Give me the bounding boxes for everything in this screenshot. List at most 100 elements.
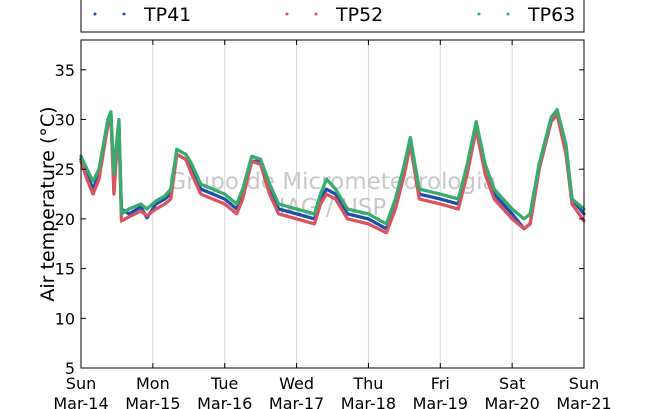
data-point-tp63 xyxy=(127,207,131,211)
data-point-tp52 xyxy=(91,192,95,196)
data-point-tp63 xyxy=(492,187,496,191)
data-point-tp52 xyxy=(456,207,460,211)
data-point-tp63 xyxy=(483,162,487,166)
plot-frame xyxy=(80,39,585,369)
data-point-tp63 xyxy=(438,192,442,196)
x-tick-label-day: Tue xyxy=(210,374,238,393)
legend-label: TP63 xyxy=(527,4,575,26)
legend-item-tp41: TP41 xyxy=(93,4,191,26)
series-tp63-trace xyxy=(79,107,586,226)
data-point-tp41 xyxy=(325,187,328,191)
data-point-tp63 xyxy=(235,202,239,206)
data-point-tp52 xyxy=(295,217,299,221)
y-tick-label: 5 xyxy=(65,359,75,378)
data-point-tp63 xyxy=(393,197,397,201)
data-point-tp63 xyxy=(97,167,101,171)
data-point-tp52 xyxy=(85,177,89,181)
y-tick-label: 35 xyxy=(55,61,75,80)
data-point-tp63 xyxy=(474,120,478,123)
data-point-tp63 xyxy=(119,212,123,216)
data-point-tp63 xyxy=(417,187,421,191)
data-point-tp63 xyxy=(564,142,568,146)
x-tick-label-day: Wed xyxy=(279,374,314,393)
data-point-tp63 xyxy=(555,108,559,112)
legend-marker xyxy=(93,12,97,16)
data-point-tp52 xyxy=(313,222,316,226)
data-point-tp63 xyxy=(456,197,460,201)
data-point-tp63 xyxy=(366,212,370,216)
data-point-tp52 xyxy=(438,202,442,206)
data-point-tp63 xyxy=(190,162,194,166)
data-point-tp63 xyxy=(570,197,574,201)
x-tick-label-date: Mar-16 xyxy=(197,394,252,409)
data-point-tp63 xyxy=(277,202,281,206)
legend-frame xyxy=(80,0,585,33)
data-point-tp52 xyxy=(241,197,245,201)
data-point-tp52 xyxy=(112,192,116,196)
data-point-tp52 xyxy=(223,202,227,206)
data-point-tp52 xyxy=(325,192,328,196)
data-point-tp63 xyxy=(223,192,227,196)
data-point-tp52 xyxy=(528,222,532,226)
y-tick-label: 15 xyxy=(55,260,75,279)
data-point-tp63 xyxy=(319,192,322,196)
legend-item-tp52: TP52 xyxy=(285,4,383,26)
data-point-tp63 xyxy=(106,118,110,121)
y-tick-label: 10 xyxy=(55,309,75,328)
x-tick-label-date: Mar-19 xyxy=(413,394,468,409)
data-point-tp52 xyxy=(154,207,158,211)
data-point-tp63 xyxy=(537,162,541,166)
data-point-tp52 xyxy=(366,222,370,226)
legend-marker xyxy=(477,12,481,16)
data-point-tp52 xyxy=(417,197,421,201)
data-point-tp52 xyxy=(277,212,281,216)
data-point-tp63 xyxy=(313,212,316,216)
data-point-tp63 xyxy=(465,162,469,166)
data-point-tp63 xyxy=(91,179,95,183)
y-tick-label: 30 xyxy=(55,111,75,130)
x-tick-label-day: Sat xyxy=(499,374,525,393)
data-point-tp63 xyxy=(112,172,116,176)
legend-marker xyxy=(506,12,510,16)
data-point-tp63 xyxy=(408,135,412,139)
data-point-tp63 xyxy=(346,207,349,211)
x-tick-label-date: Mar-20 xyxy=(484,394,539,409)
data-point-tp52 xyxy=(522,227,526,231)
data-point-tp63 xyxy=(163,194,167,198)
x-tick-label-date: Mar-17 xyxy=(269,394,324,409)
data-point-tp52 xyxy=(127,215,131,219)
x-tick-label-date: Mar-15 xyxy=(125,394,180,409)
data-point-tp63 xyxy=(145,207,149,211)
legend: TP41 TP52 TP63 xyxy=(80,0,585,33)
x-tick-label-day: Sun xyxy=(66,374,96,393)
data-point-tp63 xyxy=(85,167,89,171)
data-point-tp52 xyxy=(384,231,388,235)
data-point-tp52 xyxy=(346,217,349,221)
x-tick-label-day: Thu xyxy=(352,374,383,393)
y-tick-label: 25 xyxy=(55,160,75,179)
data-point-tp63 xyxy=(115,137,119,141)
data-point-tp63 xyxy=(510,207,514,211)
data-point-tp52 xyxy=(169,197,173,201)
data-point-tp52 xyxy=(465,172,469,176)
data-point-tp63 xyxy=(295,207,299,211)
legend-marker xyxy=(314,12,318,16)
data-point-tp41 xyxy=(295,212,299,216)
data-point-tp52 xyxy=(97,177,101,181)
data-point-tp63 xyxy=(268,182,272,186)
data-point-tp63 xyxy=(334,187,337,191)
data-point-tp63 xyxy=(250,154,254,158)
data-point-tp52 xyxy=(510,217,514,221)
data-point-tp52 xyxy=(393,207,397,211)
data-point-tp52 xyxy=(334,197,337,201)
data-point-tp52 xyxy=(570,202,574,206)
data-point-tp41 xyxy=(510,212,514,216)
data-point-tp52 xyxy=(145,214,149,218)
data-point-tp41 xyxy=(127,212,131,216)
legend-marker xyxy=(122,12,126,16)
data-point-tp63 xyxy=(199,182,203,186)
data-point-tp63 xyxy=(549,116,553,119)
legend-label: TP41 xyxy=(143,4,191,26)
data-point-tp63 xyxy=(175,147,179,151)
